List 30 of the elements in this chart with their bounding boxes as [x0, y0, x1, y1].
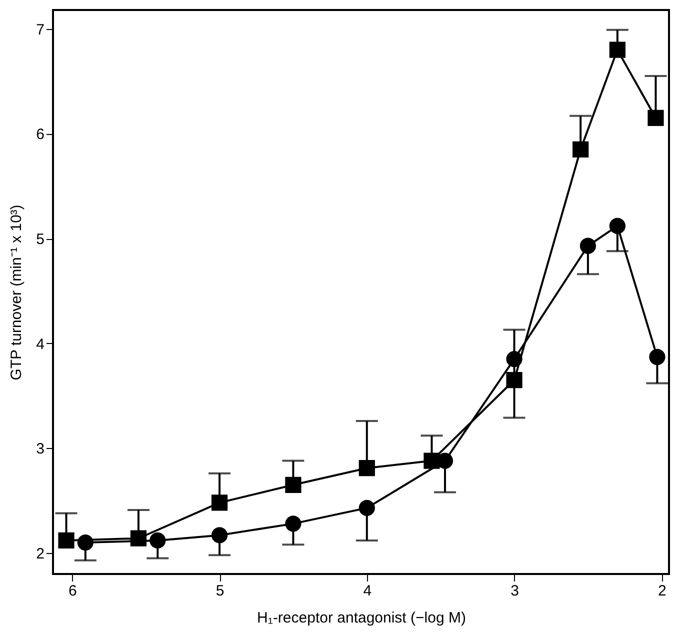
x-axis-title: H₁-receptor antagonist (−log M)	[257, 610, 466, 626]
point	[358, 460, 375, 476]
point	[211, 527, 228, 544]
point	[572, 141, 589, 158]
point	[58, 532, 74, 549]
point	[649, 348, 666, 366]
y-tick-label: 2	[36, 546, 44, 563]
point	[609, 218, 626, 234]
point	[580, 238, 596, 254]
x-tick-label: 5	[216, 582, 224, 600]
x-tick-label: 2	[658, 582, 666, 600]
point	[211, 494, 228, 511]
y-axis-title: GTP turnover (min⁻¹ x 10³)	[8, 204, 26, 380]
point	[609, 42, 626, 58]
x-tick-label: 3	[510, 582, 519, 600]
y-tick-label: 6	[36, 126, 44, 144]
point	[285, 516, 302, 532]
point	[77, 534, 94, 551]
point	[358, 500, 375, 516]
point	[506, 372, 522, 388]
y-tick-label: 4	[36, 336, 44, 353]
point	[648, 110, 664, 126]
x-tick-label: 4	[363, 582, 372, 600]
point	[285, 476, 302, 493]
point	[506, 351, 522, 368]
point	[150, 532, 166, 548]
y-tick-label: 3	[36, 440, 44, 458]
y-tick-label: 7	[36, 21, 44, 38]
x-tick-label: 6	[68, 582, 77, 600]
y-tick-label: 5	[36, 231, 44, 248]
